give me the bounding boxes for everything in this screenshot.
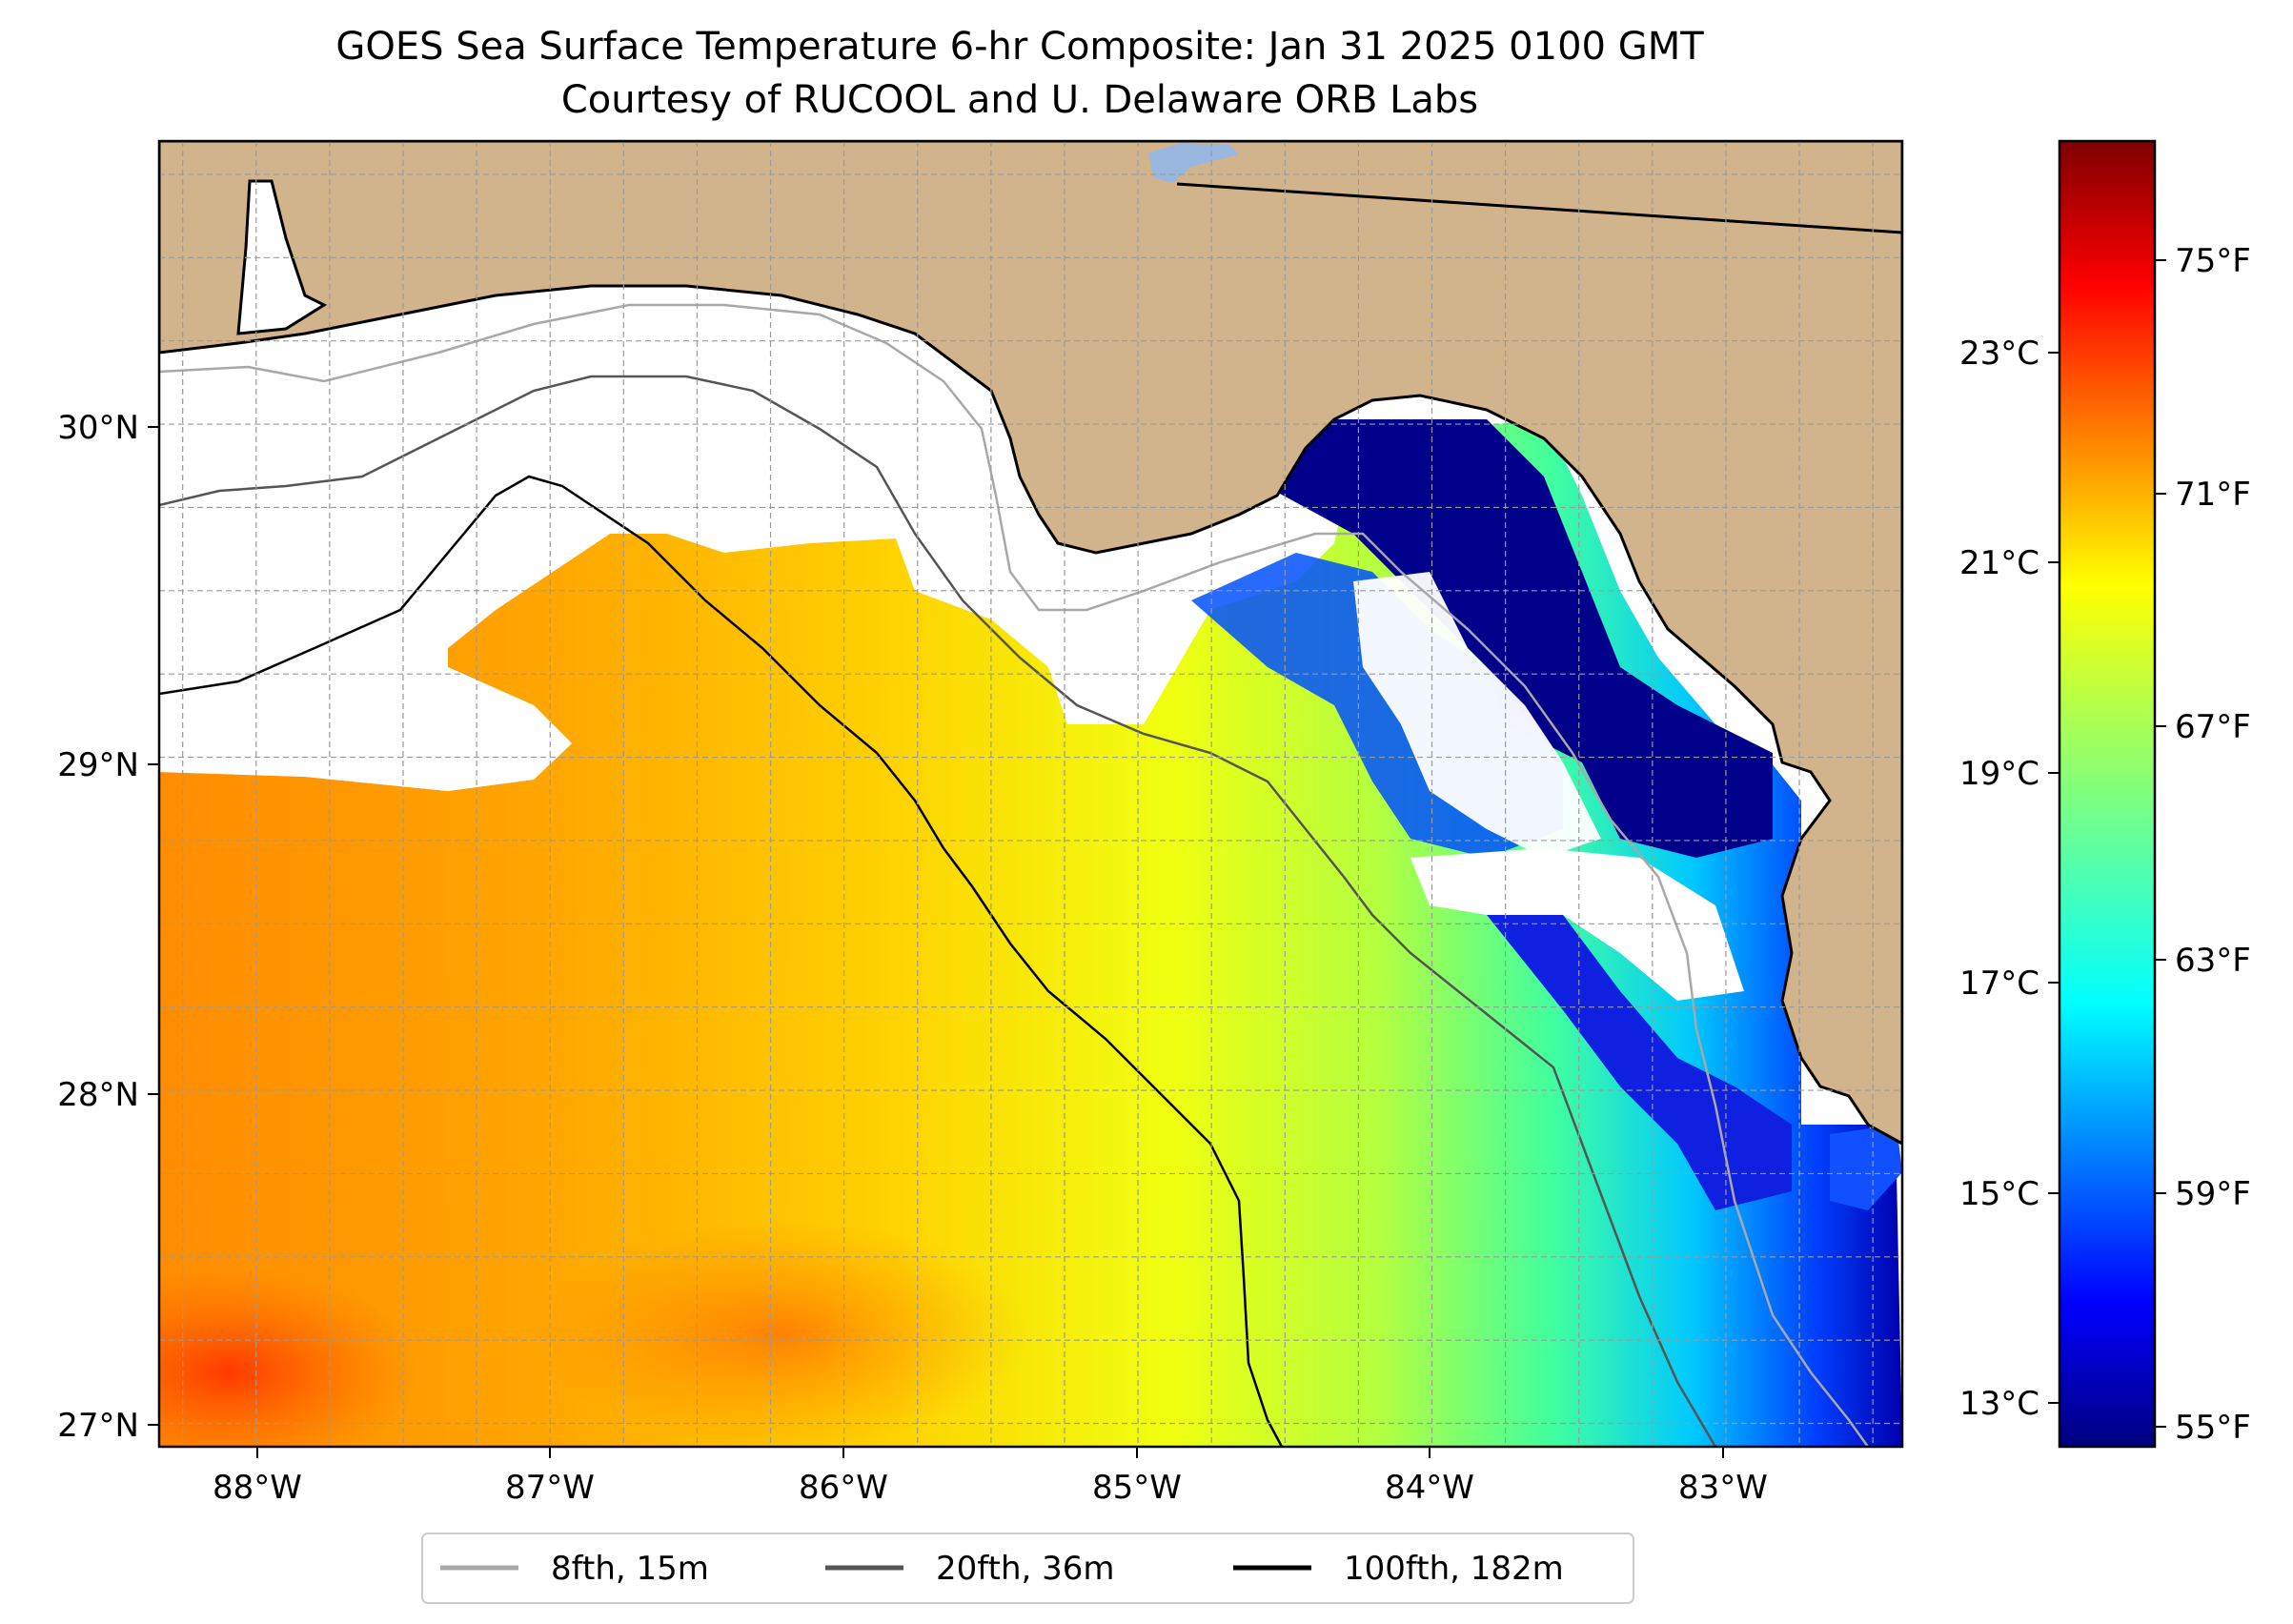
- cold-patch-big-bend: [1248, 419, 1773, 858]
- warm-core-south: [534, 1220, 1029, 1447]
- lat-axis: 30°N 29°N 28°N 27°N: [57, 409, 159, 1445]
- lat-tick-27n: 27°N: [57, 1407, 139, 1445]
- warm-core-southwest: [159, 1268, 419, 1447]
- lon-tick-88w: 88°W: [213, 1469, 302, 1507]
- map-panel: [159, 141, 1902, 1447]
- title-line-2: Courtesy of RUCOOL and U. Delaware ORB L…: [561, 78, 1478, 122]
- fahrenheit-ticks: 75°F 71°F 67°F 63°F 59°F 55°F: [2155, 242, 2251, 1447]
- map-frame: [157, 139, 1904, 1449]
- legend-box: [421, 1533, 1634, 1604]
- f-tick-59: 59°F: [2175, 1175, 2251, 1213]
- c-tick-15: 15°C: [1959, 1175, 2039, 1213]
- contour-100fth: [159, 475, 1284, 1447]
- map-gridlines: [159, 141, 1902, 1447]
- f-tick-67: 67°F: [2175, 708, 2251, 746]
- title-line-1: GOES Sea Surface Temperature 6-hr Compos…: [335, 25, 1704, 69]
- legend-label-100fth: 100fth, 182m: [1344, 1550, 1564, 1588]
- nodata-big-bend: [1353, 572, 1601, 858]
- contour-8fth: [159, 303, 1870, 1447]
- c-tick-13: 13°C: [1959, 1385, 2039, 1423]
- cold-patch-tampa-bay: [1830, 1125, 1902, 1210]
- lon-axis: 88°W 87°W 86°W 85°W 84°W 83°W: [213, 1447, 1768, 1507]
- land-panhandle: [159, 141, 1902, 1146]
- f-tick-63: 63°F: [2175, 942, 2251, 980]
- cold-patch-tampa: [1487, 915, 1792, 1210]
- lon-tick-87w: 87°W: [505, 1469, 595, 1507]
- lon-tick-83w: 83°W: [1678, 1469, 1768, 1507]
- legend-label-20fth: 20fth, 36m: [936, 1550, 1115, 1588]
- lat-tick-29n: 29°N: [57, 746, 139, 784]
- celsius-ticks: 23°C 21°C 19°C 17°C 15°C 13°C: [1959, 335, 2060, 1423]
- c-tick-23: 23°C: [1959, 335, 2039, 373]
- lon-tick-84w: 84°W: [1385, 1469, 1474, 1507]
- c-tick-19: 19°C: [1959, 755, 2039, 793]
- colorbar: 75°F 71°F 67°F 63°F 59°F 55°F 23°C 21°C …: [1959, 139, 2251, 1449]
- state-border: [1176, 182, 1902, 234]
- c-tick-17: 17°C: [1959, 964, 2039, 1003]
- lat-tick-30n: 30°N: [57, 409, 139, 447]
- c-tick-21: 21°C: [1959, 544, 2039, 582]
- f-tick-75: 75°F: [2175, 242, 2251, 280]
- lake: [1148, 143, 1239, 183]
- legend: 8fth, 15m 20fth, 36m 100fth, 182m: [421, 1533, 1634, 1604]
- lon-tick-86w: 86°W: [799, 1469, 888, 1507]
- legend-label-8fth: 8fth, 15m: [551, 1550, 709, 1588]
- land-bay-inlet: [236, 179, 328, 335]
- lat-tick-28n: 28°N: [57, 1076, 139, 1114]
- f-tick-71: 71°F: [2175, 476, 2251, 514]
- f-tick-55: 55°F: [2175, 1409, 2251, 1447]
- colorbar-gradient: [2058, 139, 2157, 1449]
- lon-tick-85w: 85°W: [1092, 1469, 1182, 1507]
